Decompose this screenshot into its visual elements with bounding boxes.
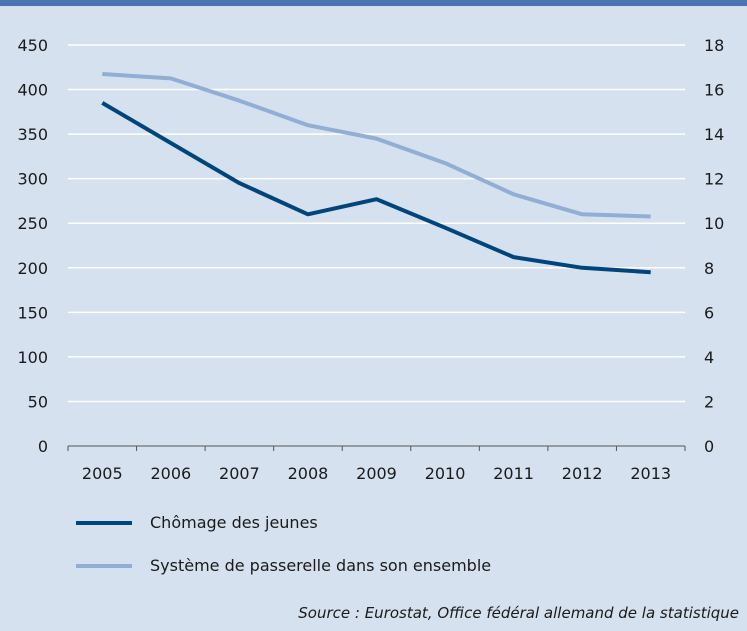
y-left-tick-label: 300 <box>17 170 48 189</box>
y-right-tick-label: 8 <box>704 259 714 278</box>
y-left-tick-label: 250 <box>17 214 48 233</box>
x-tick-label: 2006 <box>150 464 191 483</box>
y-left-tick-label: 350 <box>17 125 48 144</box>
source-note: Source : Eurostat, Office fédéral allema… <box>298 604 739 622</box>
legend-label: Système de passerelle dans son ensemble <box>150 556 492 575</box>
legend-swatch-transition-system <box>76 563 132 568</box>
y-left-tick-label: 200 <box>17 259 48 278</box>
x-tick-label: 2010 <box>425 464 466 483</box>
y-right-tick-label: 4 <box>704 348 714 367</box>
y-left-tick-label: 150 <box>17 303 48 322</box>
legend-item-transition-system: Système de passerelle dans son ensemble <box>76 556 491 575</box>
y-left-tick-label: 0 <box>38 437 48 456</box>
series-line-youth-unemployment <box>101 101 651 275</box>
legend-label: Chômage des jeunes <box>150 513 318 532</box>
top-rule <box>0 0 747 6</box>
x-tick-label: 2007 <box>219 464 260 483</box>
x-tick-label: 2009 <box>356 464 397 483</box>
y-left-tick-label: 50 <box>28 392 48 411</box>
y-left-tick-label: 100 <box>17 348 48 367</box>
y-right-tick-label: 16 <box>704 81 724 100</box>
y-right-tick-label: 18 <box>704 36 724 55</box>
legend-swatch-youth-unemployment <box>76 520 132 525</box>
line-chart: 0 50 100 150 200 250 300 350 400 450 0 2 4 6 8 10 12 14 16… <box>17 36 724 483</box>
x-tick-label: 2005 <box>82 464 123 483</box>
x-tick-label: 2008 <box>288 464 329 483</box>
x-tick-label: 2012 <box>562 464 603 483</box>
y-right-tick-label: 12 <box>704 170 724 189</box>
y-left-tick-label: 400 <box>17 81 48 100</box>
y-right-tick-label: 0 <box>704 437 714 456</box>
y-right-tick-label: 10 <box>704 214 724 233</box>
x-tick-label: 2013 <box>630 464 671 483</box>
series-line-transition-system <box>102 72 651 219</box>
y-right-tick-label: 2 <box>704 392 714 411</box>
y-left-tick-label: 450 <box>17 36 48 55</box>
x-tick-label: 2011 <box>493 464 534 483</box>
y-right-tick-label: 14 <box>704 125 724 144</box>
legend-item-youth-unemployment: Chômage des jeunes <box>76 513 318 532</box>
y-right-tick-label: 6 <box>704 303 714 322</box>
